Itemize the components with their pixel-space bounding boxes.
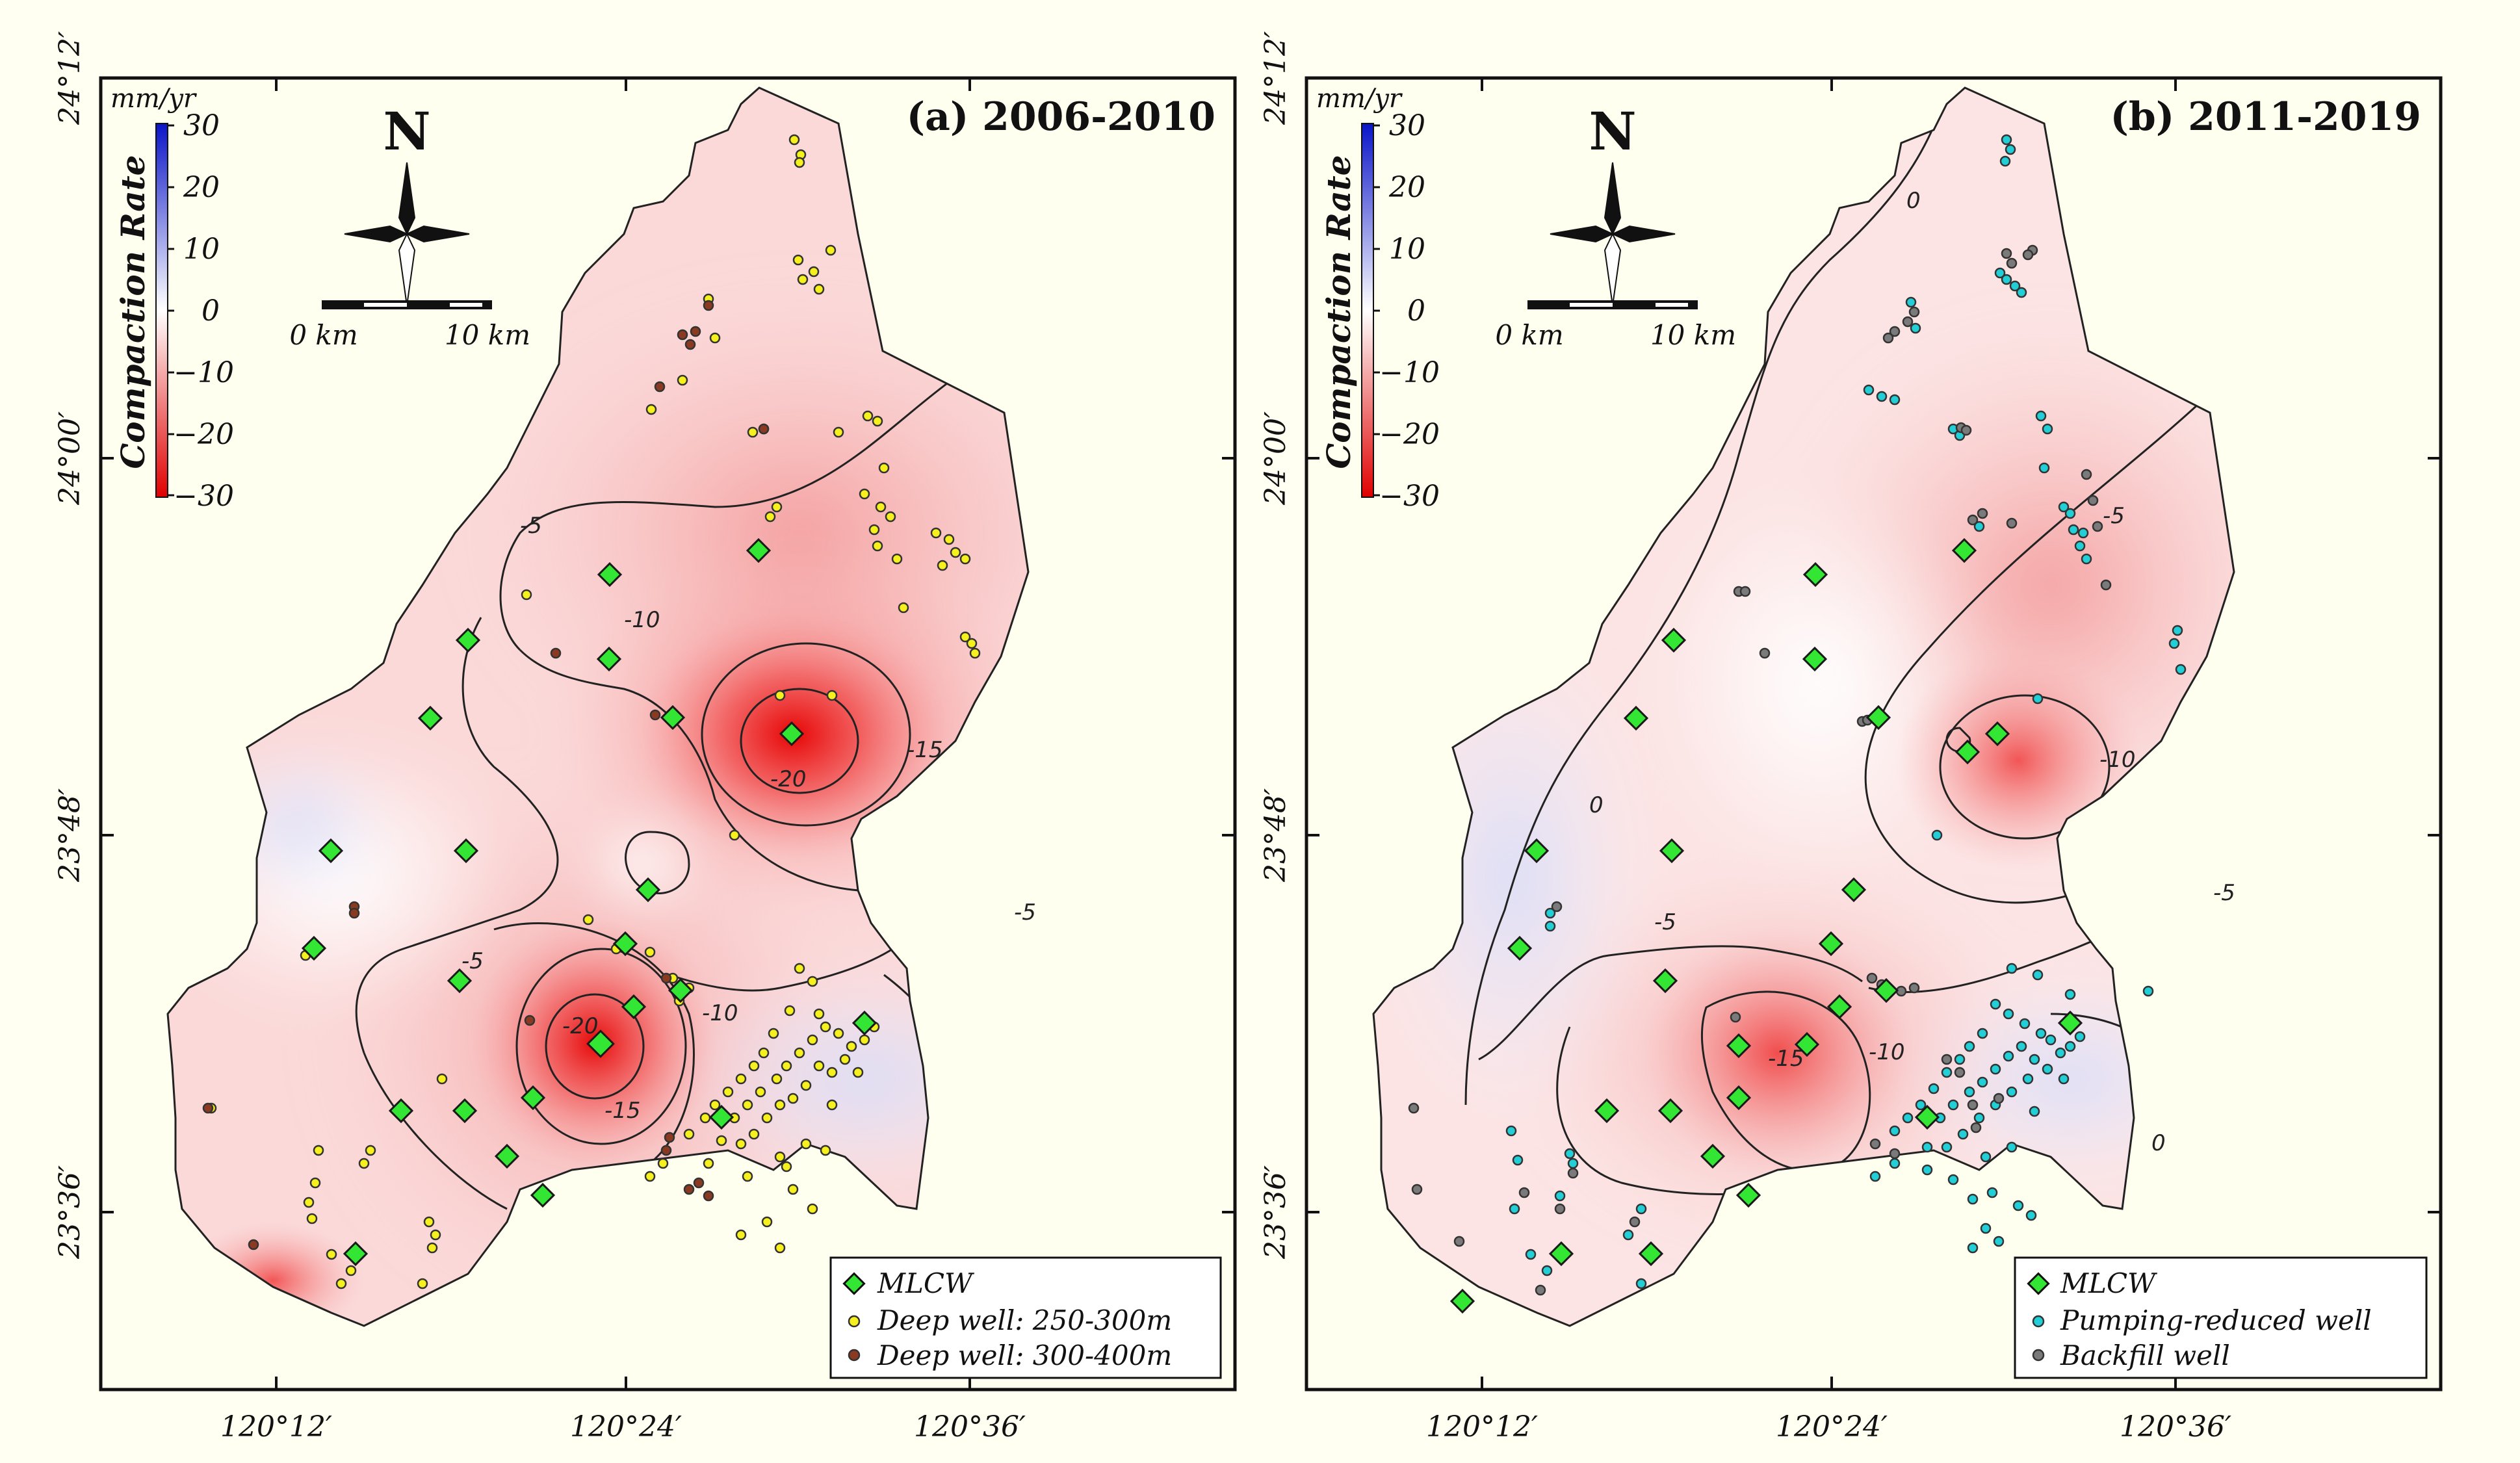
panel-b-colorbar: mm/yr Compaction Rate 30 20 10 0 −10 −20… (1316, 84, 1440, 513)
colorbar-tick: −20 (174, 418, 234, 451)
panel-b-legend: MLCW Pumping-reduced well Backfill well (2014, 1256, 2428, 1379)
contour-label: -5 (2213, 880, 2235, 906)
colorbar-title: Compaction Rate (114, 155, 152, 469)
colorbar-tick: 30 (1389, 109, 1425, 142)
y-tick-label: 24°12′ (1259, 31, 1292, 125)
panel-a-north-arrow: N 0 km 10 km (289, 101, 530, 351)
legend-mlcw-marker (2027, 1272, 2050, 1295)
y-tick-label: 23°36′ (53, 1165, 86, 1260)
y-tick-label: 24°00′ (53, 411, 86, 506)
contour-label: -5 (1014, 900, 1036, 926)
contour-label: -5 (520, 513, 542, 539)
y-tick-label: 23°48′ (1259, 788, 1292, 883)
x-tick-label: 120°12′ (1426, 1410, 1538, 1444)
colorbar-tick: 20 (1388, 171, 1425, 204)
legend-label: Deep well: 250-300m (877, 1304, 1172, 1336)
y-tick-label: 24°12′ (53, 31, 86, 125)
colorbar-title: Compaction Rate (1319, 155, 1358, 469)
colorbar-unit: mm/yr (1316, 84, 1403, 114)
colorbar-tick: 10 (1389, 233, 1425, 266)
panel-a-title: (a) 2006-2010 (907, 94, 1215, 140)
legend-backfill-marker (2032, 1349, 2045, 1362)
colorbar-tick: 20 (183, 171, 220, 204)
legend-label: MLCW (877, 1267, 975, 1299)
panel-a-colorbar: mm/yr Compaction Rate 30 20 10 0 −10 −20… (110, 84, 234, 513)
colorbar-ramp (1361, 123, 1374, 498)
colorbar-tick: −10 (1379, 356, 1440, 389)
contour-label: -15 (604, 1098, 641, 1124)
y-tick-label: 23°48′ (53, 788, 86, 883)
scale-bar (322, 300, 492, 309)
y-tick-label: 24°00′ (1259, 411, 1292, 506)
panel-b-north-arrow: N 0 km 10 km (1495, 101, 1736, 351)
panel-b: 0 -5 -10 0 -5 -5 -15 -10 0 (1259, 31, 2443, 1444)
y-tick-label: 23°36′ (1259, 1165, 1292, 1260)
legend-label: MLCW (2060, 1267, 2158, 1299)
scale-label-start: 0 km (289, 319, 357, 351)
hotspot-b-south (1641, 929, 1914, 1176)
colorbar-ramp (155, 123, 168, 498)
legend-pumping-reduced-marker (2032, 1315, 2045, 1328)
colorbar-unit: mm/yr (110, 84, 198, 114)
panel-a-tick-marks (101, 78, 1235, 1390)
panel-a-legend: MLCW Deep well: 250-300m Deep well: 300-… (829, 1256, 1222, 1379)
legend-deep-250-marker (848, 1315, 861, 1328)
scale-label-end: 10 km (445, 319, 530, 351)
contour-label: -5 (2103, 503, 2125, 529)
panel-b-tick-marks (1306, 78, 2441, 1390)
contour-label: -10 (624, 607, 660, 633)
contour-label: -15 (1768, 1046, 1804, 1072)
contour-label: -20 (770, 766, 807, 792)
contour-label: 0 (2151, 1130, 2166, 1156)
panel-a-contour-labels: -5 -10 -15 -20 -20 -15 -10 -5 -5 (461, 513, 1036, 1124)
x-tick-label: 120°12′ (220, 1410, 332, 1444)
scale-label-start: 0 km (1495, 319, 1563, 351)
north-label: N (383, 101, 430, 162)
colorbar-tick: 0 (201, 294, 220, 328)
contour-label: -10 (1869, 1039, 1905, 1065)
legend-label: Deep well: 300-400m (877, 1340, 1172, 1371)
colorbar-tick: 30 (183, 109, 220, 142)
north-label: N (1589, 101, 1636, 162)
legend-deep-300-marker (848, 1349, 861, 1362)
contour-label: 0 (1589, 792, 1604, 818)
colorbar-tick: −10 (174, 356, 234, 389)
panel-a-wells (202, 134, 981, 1289)
panel-b-contour-labels: 0 -5 -10 0 -5 -5 -15 -10 0 (1589, 188, 2235, 1156)
legend-mlcw-marker (842, 1272, 866, 1295)
x-tick-label: 120°24′ (1776, 1410, 1888, 1444)
contour-label: -5 (1654, 909, 1676, 935)
contour-label: 0 (1906, 188, 1921, 214)
scale-label-end: 10 km (1650, 319, 1736, 351)
scale-bar (1527, 300, 1698, 309)
contour-label: -20 (562, 1013, 599, 1039)
x-tick-label: 120°24′ (570, 1410, 682, 1444)
contour-label: -10 (2099, 747, 2136, 773)
colorbar-tick: −30 (1379, 480, 1440, 513)
contour-label: -15 (907, 737, 943, 763)
x-tick-label: 120°36′ (914, 1410, 1026, 1444)
panel-b-wells (1408, 134, 2187, 1314)
panel-b-title: (b) 2011-2019 (2110, 94, 2421, 140)
legend-label: Backfill well (2060, 1340, 2230, 1371)
compass-icon (1550, 162, 1676, 306)
legend-label: Pumping-reduced well (2060, 1304, 2372, 1336)
colorbar-tick: 10 (183, 233, 220, 266)
contour-label: -5 (461, 948, 484, 974)
x-tick-label: 120°36′ (2120, 1410, 2231, 1444)
compass-icon (344, 162, 470, 306)
colorbar-tick: −30 (174, 480, 234, 513)
panel-a: -5 -10 -15 -20 -20 -15 -10 -5 -5 (53, 31, 1237, 1444)
colorbar-tick: 0 (1407, 294, 1425, 328)
colorbar-tick: −20 (1379, 418, 1440, 451)
contour-label: -10 (702, 1000, 738, 1026)
